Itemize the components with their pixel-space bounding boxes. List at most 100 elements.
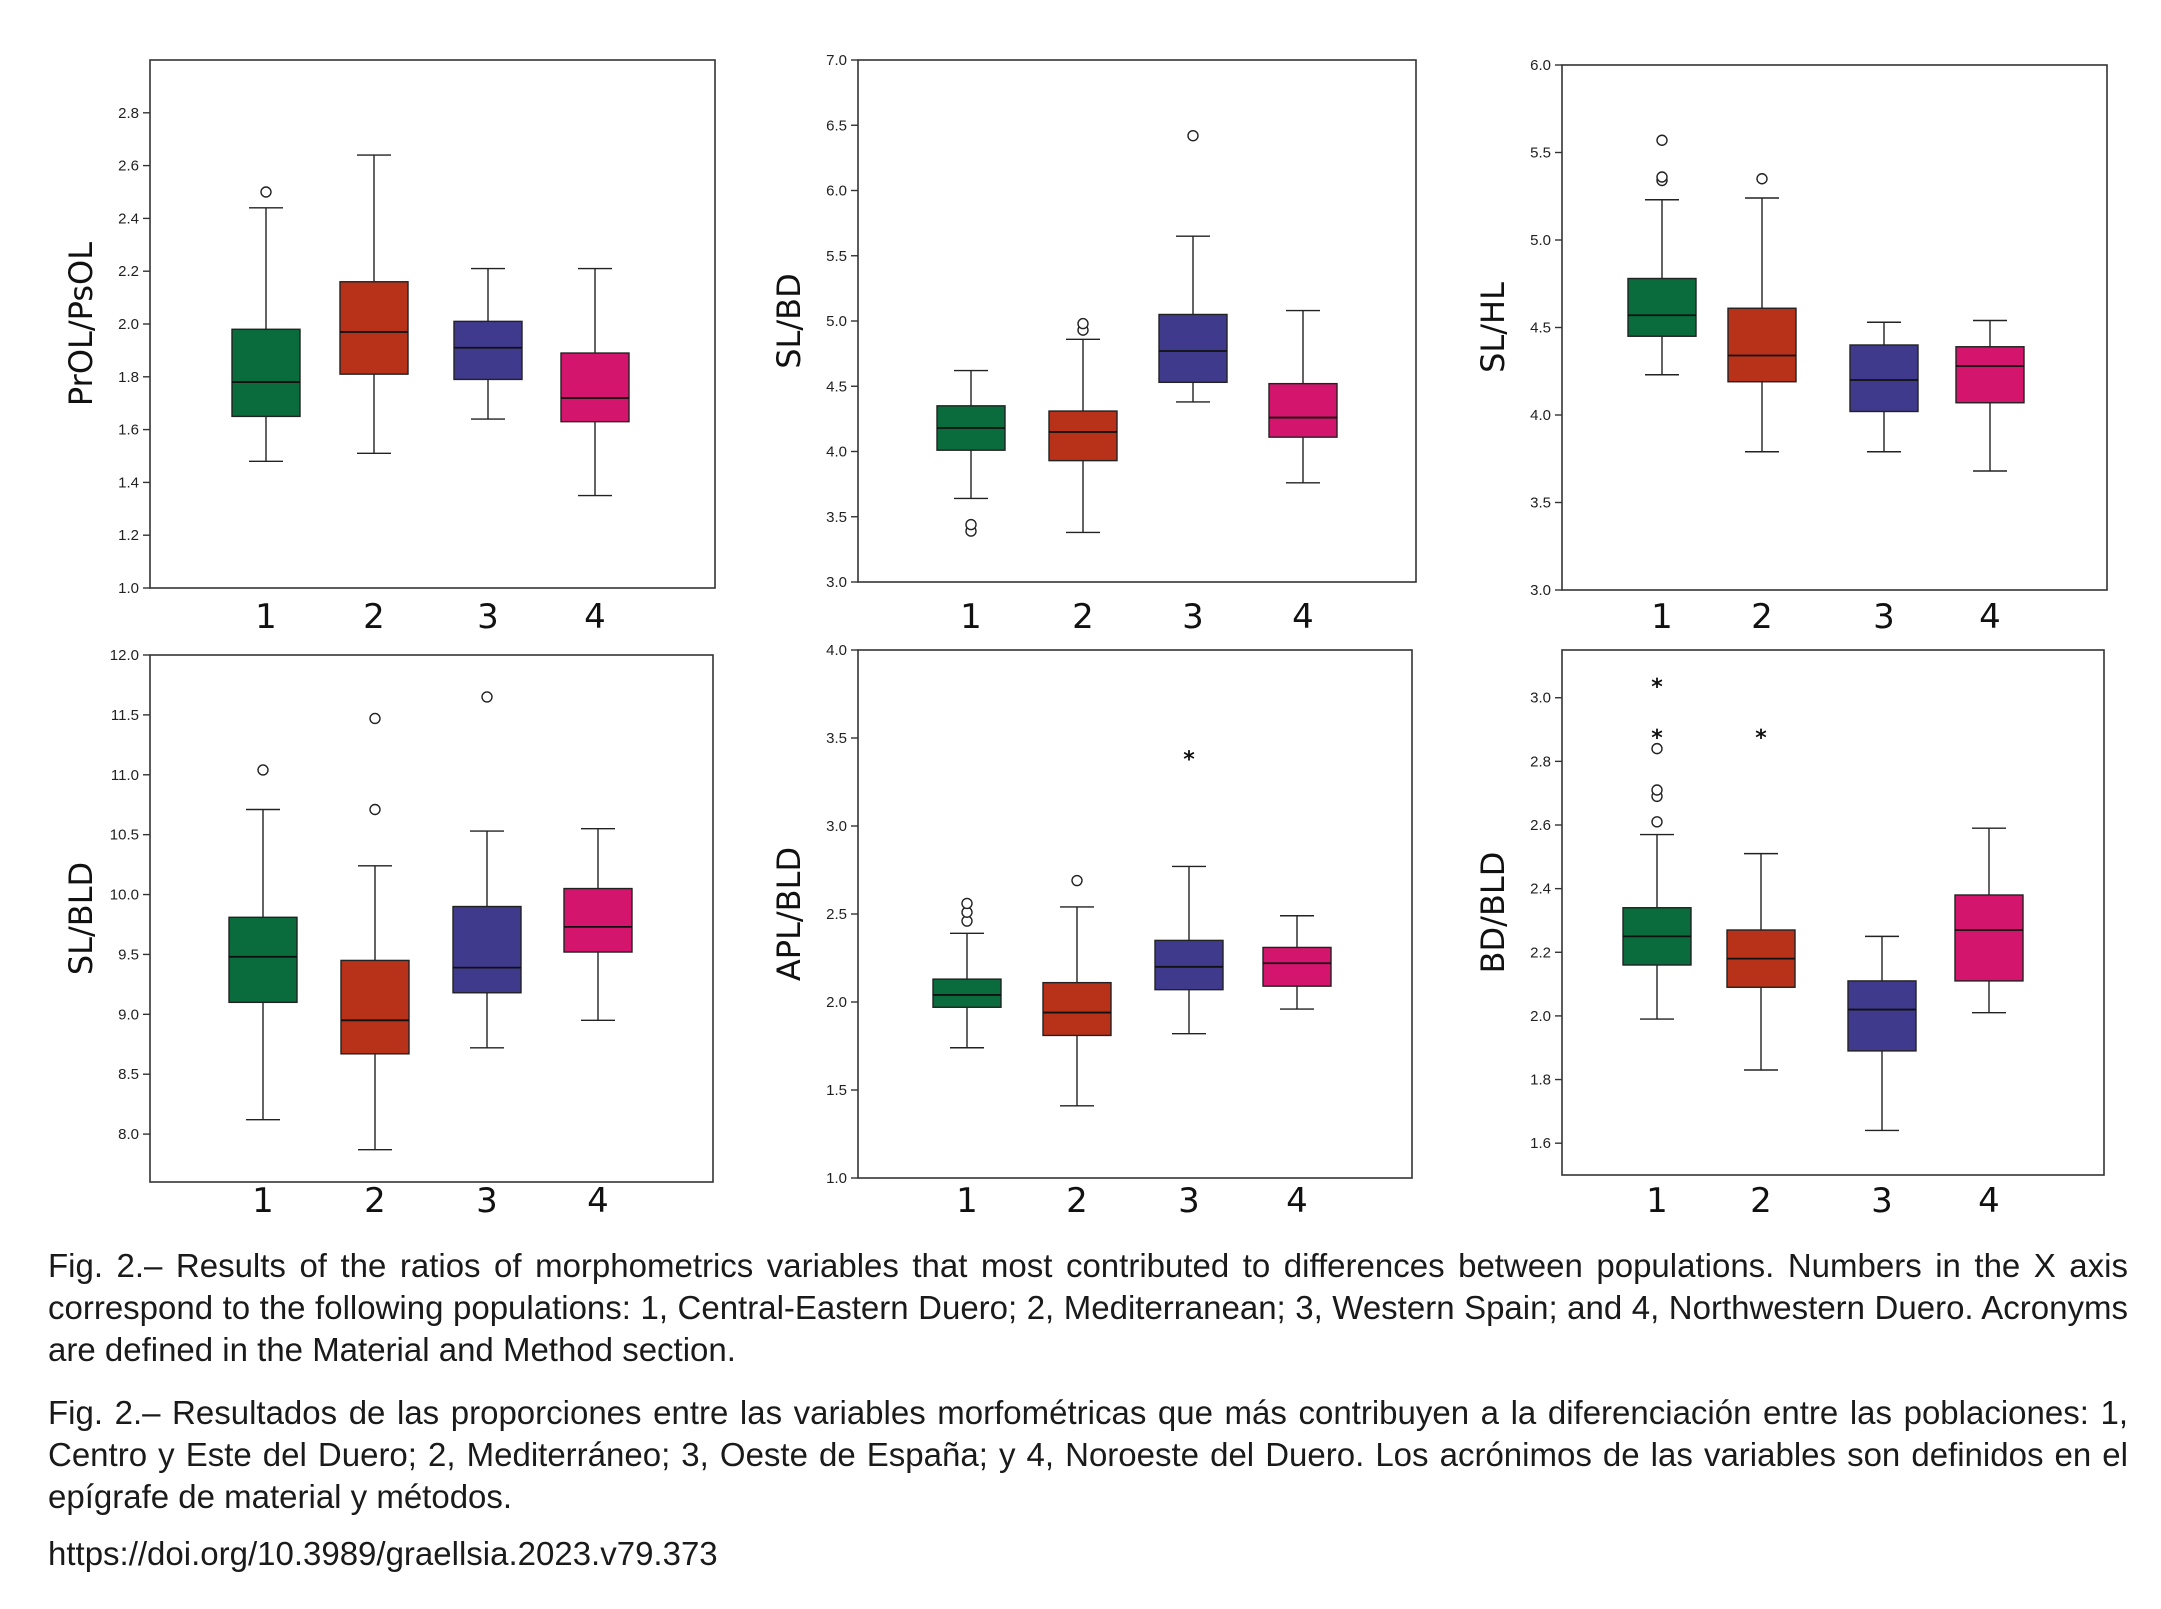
y-axis-label: APL/BLD: [770, 847, 808, 981]
plot-frame: [149, 59, 716, 589]
extreme-point: *: [1651, 675, 1663, 700]
y-tick-label: 2.2: [1530, 944, 1551, 961]
y-tick-label: 3.0: [1530, 582, 1551, 599]
y-tick-label: 4.5: [826, 378, 847, 395]
box-iqr: [560, 352, 630, 423]
y-tick-label: 5.0: [826, 313, 847, 330]
y-tick-label: 3.5: [826, 509, 847, 526]
box-iqr: [1727, 307, 1797, 383]
y-axis-label: BD/BLD: [1474, 852, 1512, 974]
outlier-point: [1756, 173, 1768, 185]
x-category-label: 4: [1292, 597, 1314, 637]
x-category-label: 1: [960, 597, 982, 637]
y-tick-label: 6.5: [826, 117, 847, 134]
x-category-label: 3: [1182, 597, 1204, 637]
x-category-label: 3: [1871, 1181, 1893, 1221]
y-tick-label: 2.0: [826, 994, 847, 1011]
y-tick-label: 2.8: [118, 105, 139, 122]
x-category-label: 3: [477, 597, 499, 637]
plot-frame: [1561, 649, 2105, 1176]
x-category-label: 2: [1751, 597, 1773, 637]
y-tick-label: 2.0: [118, 316, 139, 333]
x-category-label: 1: [255, 597, 277, 637]
y-tick-label: 2.6: [1530, 817, 1551, 834]
outlier-point: [1656, 134, 1668, 146]
y-axis-label: SL/BLD: [62, 862, 100, 975]
y-tick-label: 1.4: [118, 474, 139, 491]
box-iqr: [1158, 313, 1228, 384]
y-tick-label: 4.5: [1530, 320, 1551, 337]
y-tick-label: 1.0: [826, 1170, 847, 1187]
y-tick-label: 4.0: [826, 444, 847, 461]
outlier-point: [961, 897, 973, 910]
y-tick-label: 1.0: [118, 580, 139, 597]
y-tick-label: 10.5: [110, 827, 139, 844]
plot-frame: [857, 59, 1417, 583]
x-category-label: 2: [1066, 1181, 1088, 1221]
x-category-label: 3: [476, 1181, 498, 1221]
box-iqr: [1847, 980, 1917, 1052]
y-axis-label: SL/BD: [770, 273, 808, 369]
plot-frame: [857, 649, 1413, 1179]
box-iqr: [1954, 894, 2024, 982]
x-category-label: 1: [1651, 597, 1673, 637]
y-tick-label: 2.5: [826, 906, 847, 923]
box-iqr: [340, 959, 410, 1055]
box-iqr: [1048, 410, 1118, 462]
box-iqr: [453, 320, 523, 381]
outlier-point: [1187, 129, 1199, 142]
doi-link[interactable]: https://doi.org/10.3989/graellsia.2023.v…: [48, 1535, 718, 1572]
y-tick-label: 6.0: [1530, 57, 1551, 74]
y-tick-label: 1.2: [118, 527, 139, 544]
x-category-label: 2: [1072, 597, 1094, 637]
y-tick-label: 9.5: [118, 946, 139, 963]
y-tick-label: 4.0: [826, 642, 847, 659]
box-iqr: [1042, 981, 1112, 1037]
outlier-point: [260, 186, 272, 198]
y-tick-label: 4.0: [1530, 407, 1551, 424]
y-tick-label: 1.6: [118, 422, 139, 439]
y-tick-label: 3.0: [826, 818, 847, 835]
y-axis-label: SL/HL: [1474, 282, 1512, 373]
y-tick-label: 12.0: [110, 647, 139, 664]
outlier-point: [1656, 171, 1668, 183]
y-tick-label: 3.0: [1530, 690, 1551, 707]
boxplot-figure: 1.0 1.2 1.4 1.6 1.8 2.0 2.2 2.4 2.6 2.8 PrOL/PsOL 1…: [62, 52, 2108, 1221]
y-tick-label: 5.0: [1530, 232, 1551, 249]
x-category-label: 3: [1178, 1181, 1200, 1221]
outlier-point: [965, 518, 977, 531]
y-tick-label: 2.6: [118, 158, 139, 175]
box-iqr: [339, 281, 409, 375]
outlier-point: [1651, 742, 1663, 755]
box-iqr: [932, 978, 1002, 1008]
y-tick-label: 2.0: [1530, 1008, 1551, 1025]
outlier-point: [1651, 784, 1663, 796]
y-tick-label: 2.4: [118, 210, 139, 227]
x-category-label: 2: [363, 597, 385, 637]
y-tick-label: 3.0: [826, 574, 847, 591]
extreme-point: *: [1651, 726, 1663, 751]
y-tick-label: 2.4: [1530, 881, 1551, 898]
box-iqr: [1849, 344, 1919, 413]
box-iqr: [231, 328, 301, 418]
box-iqr: [1268, 382, 1338, 438]
outlier-point: [369, 803, 381, 816]
box-iqr: [1154, 939, 1224, 991]
box-iqr: [563, 887, 633, 953]
y-axis-label: PrOL/PsOL: [62, 242, 100, 406]
plot-frame: [149, 654, 714, 1183]
box-iqr: [452, 905, 522, 994]
box-iqr: [228, 916, 298, 1004]
y-tick-label: 2.2: [118, 263, 139, 280]
y-tick-label: 11.0: [111, 767, 139, 784]
y-tick-label: 10.0: [110, 887, 139, 904]
y-tick-label: 5.5: [826, 248, 847, 265]
y-tick-label: 8.5: [118, 1066, 139, 1083]
x-category-label: 1: [1646, 1181, 1668, 1221]
y-tick-label: 8.0: [118, 1126, 139, 1143]
outlier-point: [257, 764, 269, 776]
figure-caption-spanish: Fig. 2.– Resultados de las proporciones …: [48, 1394, 2128, 1515]
y-tick-label: 2.8: [1530, 753, 1551, 770]
box-iqr: [1955, 346, 2025, 404]
y-tick-label: 1.8: [1530, 1072, 1551, 1089]
